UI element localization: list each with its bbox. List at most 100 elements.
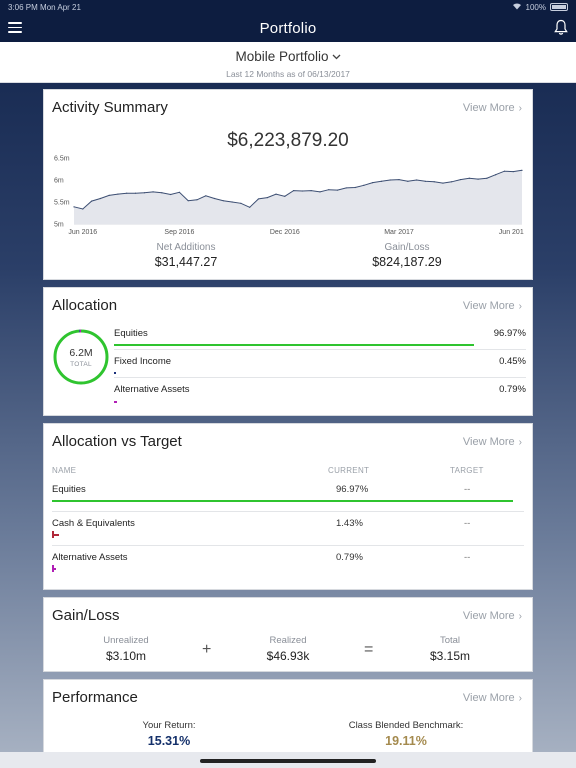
data-point — [319, 191, 321, 193]
column-header-target: TARGET — [450, 466, 484, 475]
data-point — [161, 192, 163, 194]
allocation-marker — [52, 565, 54, 572]
allocation-vs-target-title: Allocation vs Target — [52, 433, 182, 450]
data-point — [213, 197, 216, 200]
x-tick-label: Jun 2016 — [68, 229, 97, 236]
activity-view-more-link[interactable]: View More › — [463, 102, 522, 114]
data-point — [415, 179, 418, 181]
data-point — [178, 191, 181, 193]
view-more-label: View More — [462, 102, 515, 114]
target-row-name: Alternative Assets — [52, 552, 128, 563]
realized-label: Realized — [269, 635, 307, 646]
data-point — [398, 178, 400, 181]
data-point — [293, 189, 295, 192]
data-point — [82, 208, 84, 210]
data-point — [459, 178, 462, 181]
data-point — [407, 180, 409, 182]
column-header-name: NAME — [52, 466, 77, 475]
x-tick-label: Jun 2017 — [499, 229, 524, 236]
data-point — [512, 171, 514, 173]
chevron-right-icon: › — [518, 692, 522, 704]
allocation-row-equities[interactable]: Equities 96.97% — [114, 322, 526, 350]
plus-sign: + — [202, 641, 212, 658]
total-value: $3.15m — [429, 649, 471, 663]
target-row-current: 1.43% — [336, 518, 363, 529]
target-row-current: 0.79% — [336, 552, 363, 563]
data-point — [231, 201, 233, 203]
view-more-label: View More — [462, 610, 515, 622]
data-point — [275, 193, 277, 195]
portfolio-header: Mobile Portfolio Last 12 Months as of 06… — [0, 42, 576, 83]
data-point — [477, 178, 479, 180]
data-point — [170, 193, 172, 196]
data-point — [345, 187, 347, 189]
allocation-bar — [114, 372, 116, 374]
chevron-down-icon — [332, 54, 340, 59]
activity-summary-title: Activity Summary — [52, 99, 168, 116]
data-point — [328, 189, 330, 191]
status-date: Mon Apr 21 — [40, 2, 81, 12]
your-return-stat: Your Return: 15.31% — [69, 720, 269, 748]
portfolio-selector[interactable]: Mobile Portfolio — [235, 49, 340, 64]
status-time: 3:06 PM — [8, 2, 38, 12]
gain-loss-label: Gain/Loss — [384, 242, 430, 253]
performance-title: Performance — [52, 689, 138, 706]
data-point — [249, 206, 251, 208]
allocation-row-name: Fixed Income — [114, 356, 172, 367]
data-point — [389, 179, 391, 181]
gain-loss-value: $824,187.29 — [372, 255, 442, 269]
gain-loss-title: Gain/Loss — [52, 607, 120, 624]
target-row-equities[interactable]: Equities 96.97% -- — [52, 478, 524, 512]
data-point — [495, 174, 497, 176]
data-point — [73, 206, 75, 208]
target-row-alternative-assets[interactable]: Alternative Assets 0.79% -- — [52, 546, 524, 580]
data-point — [424, 180, 426, 182]
home-indicator[interactable] — [200, 759, 376, 763]
data-point — [117, 193, 119, 195]
data-point — [468, 177, 470, 179]
realized-value: $46.93k — [266, 649, 310, 663]
allocation-row-fixed-income[interactable]: Fixed Income 0.45% — [114, 350, 526, 378]
data-point — [486, 177, 488, 179]
current-allocation-bar — [52, 568, 56, 570]
battery-icon — [550, 3, 568, 11]
data-point — [301, 190, 303, 192]
data-point — [380, 180, 383, 182]
target-row-cash-equivalents[interactable]: Cash & Equivalents 1.43% -- — [52, 512, 524, 546]
data-point — [503, 170, 506, 172]
gain-loss-view-more-link[interactable]: View More › — [463, 610, 522, 622]
column-header-current: CURRENT — [328, 466, 370, 475]
target-row-target: -- — [464, 484, 471, 495]
data-point — [363, 184, 365, 186]
donut-segment — [53, 329, 109, 385]
data-point — [433, 181, 435, 183]
portfolio-total-value: $6,223,879.20 — [227, 130, 349, 151]
allocation-target-view-more-link[interactable]: View More › — [463, 436, 522, 448]
chevron-right-icon: › — [518, 436, 522, 448]
wifi-icon — [512, 2, 522, 12]
allocation-view-more-link[interactable]: View More › — [463, 300, 522, 312]
activity-chart: 6.5m 6m 5.5m 5m Jun 2016 Sep 2016 Dec 2016 Mar … — [54, 156, 524, 237]
menu-icon[interactable] — [8, 22, 22, 33]
performance-view-more-link[interactable]: View More › — [463, 692, 522, 704]
y-tick-label: 5.5m — [54, 200, 70, 207]
gain-loss-stat: Gain/Loss $824,187.29 — [327, 242, 487, 269]
activity-summary-card: Activity Summary View More › $6,223,879.… — [43, 89, 533, 280]
gain-loss-card: Gain/Loss View More › Unrealized $3.10m … — [43, 597, 533, 672]
allocation-bar — [114, 401, 117, 403]
allocation-row-pct: 96.97% — [493, 328, 526, 339]
x-tick-label: Dec 2016 — [270, 229, 300, 236]
target-row-name: Cash & Equivalents — [52, 518, 135, 529]
view-more-label: View More — [462, 436, 515, 448]
unrealized-stat: Unrealized $3.10m — [66, 635, 186, 663]
data-point — [205, 195, 207, 197]
allocation-row-alternative-assets[interactable]: Alternative Assets 0.79% — [114, 378, 526, 406]
portfolio-name: Mobile Portfolio — [235, 49, 329, 64]
allocation-title: Allocation — [52, 297, 118, 314]
y-tick-label: 6.5m — [54, 156, 70, 163]
allocation-total-value: 6.2M — [69, 346, 93, 359]
chevron-right-icon: › — [518, 300, 522, 312]
bell-icon[interactable] — [554, 19, 568, 36]
y-tick-label: 6m — [54, 178, 64, 185]
data-point — [354, 186, 356, 189]
